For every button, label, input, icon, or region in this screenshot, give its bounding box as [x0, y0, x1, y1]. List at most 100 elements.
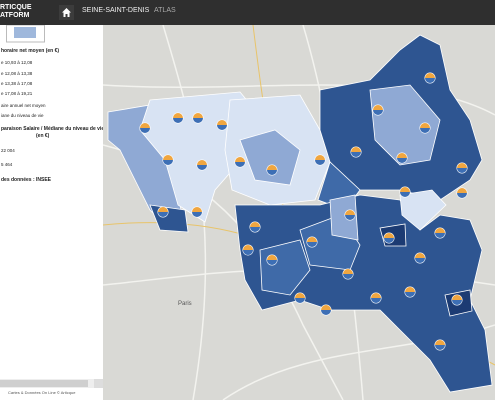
pie-slice — [425, 78, 435, 83]
legend-title: paraison Salaire / Médiane du niveau de … — [1, 126, 105, 132]
pie-slice — [397, 158, 407, 163]
pie-slice — [373, 110, 383, 115]
legend-class: e 13,38 à 17,08 — [1, 81, 33, 86]
pie-slice — [373, 105, 383, 110]
pie-slice — [267, 255, 277, 260]
pie-slice — [420, 128, 430, 133]
legend-class: e 17,08 à 19,21 — [1, 91, 33, 96]
legend-class: e 12,08 à 13,38 — [1, 71, 33, 76]
home-icon[interactable] — [59, 5, 74, 20]
pie-icon — [314, 154, 326, 166]
pie-slice — [457, 163, 467, 168]
footer: Cartes & Données On Line © Articque — [8, 390, 76, 395]
district — [399, 189, 447, 231]
nav-item[interactable]: SEINE-SAINT-DENIS — [82, 7, 150, 14]
legend-class: e 10,93 à 12,08 — [1, 60, 33, 65]
pie-slice — [235, 157, 245, 162]
pie-icon — [414, 252, 426, 264]
pie-slice — [405, 287, 415, 292]
pie-slice — [415, 258, 425, 263]
legend-text: iane du niveau de vie — [1, 113, 44, 118]
scrollbar[interactable] — [0, 379, 103, 388]
logo: ATFORM — [0, 12, 30, 19]
pie-slice — [267, 260, 277, 265]
pie-icon — [372, 104, 384, 116]
pie-icon — [191, 206, 203, 218]
pie-icon — [456, 187, 468, 199]
pie-slice — [457, 188, 467, 193]
pie-slice — [457, 168, 467, 173]
pie-icon — [172, 112, 184, 124]
pie-slice — [193, 118, 203, 123]
pie-slice — [307, 242, 317, 247]
pie-slice — [321, 310, 331, 315]
pie-slice — [315, 160, 325, 165]
pie-icon — [399, 186, 411, 198]
pie-slice — [140, 123, 150, 128]
pie-slice — [267, 170, 277, 175]
pie-slice — [420, 123, 430, 128]
pie-icon — [396, 152, 408, 164]
pie-slice — [400, 192, 410, 197]
pie-slice — [250, 227, 260, 232]
pie-icon — [192, 112, 204, 124]
legend-source: des données : INSEE — [1, 177, 52, 183]
legend-icon — [6, 25, 45, 43]
pie-icon — [456, 162, 468, 174]
pie-icon — [306, 236, 318, 248]
pie-slice — [425, 73, 435, 78]
pie-icon — [434, 227, 446, 239]
pie-slice — [452, 300, 462, 305]
pie-slice — [452, 295, 462, 300]
pie-slice — [315, 155, 325, 160]
pie-slice — [457, 193, 467, 198]
pie-icon — [370, 292, 382, 304]
pie-icon — [419, 122, 431, 134]
pie-icon — [234, 156, 246, 168]
pie-icon — [383, 232, 395, 244]
pie-icon — [404, 286, 416, 298]
pie-icon — [451, 294, 463, 306]
pie-icon — [249, 221, 261, 233]
legend-value: 22 004 — [1, 148, 15, 153]
pie-slice — [351, 152, 361, 157]
pie-slice — [351, 147, 361, 152]
pie-slice — [435, 340, 445, 345]
pie-slice — [371, 298, 381, 303]
pie-slice — [158, 212, 168, 217]
pie-slice — [163, 155, 173, 160]
pie-icon — [242, 244, 254, 256]
pie-icon — [320, 304, 332, 316]
logo: RTICQUE — [0, 4, 32, 11]
pie-slice — [192, 207, 202, 212]
legend-text: aire annuel net moyen — [1, 103, 46, 108]
district — [369, 84, 441, 166]
pie-slice — [163, 160, 173, 165]
district — [239, 129, 301, 186]
pie-slice — [295, 298, 305, 303]
pie-slice — [267, 165, 277, 170]
pie-icon — [424, 72, 436, 84]
pie-icon — [162, 154, 174, 166]
pie-slice — [192, 212, 202, 217]
pie-slice — [371, 293, 381, 298]
pie-slice — [435, 228, 445, 233]
pie-icon — [139, 122, 151, 134]
legend-title: horaire net moyen (en €) — [1, 48, 60, 54]
pie-slice — [243, 250, 253, 255]
pie-slice — [158, 207, 168, 212]
pie-icon — [342, 268, 354, 280]
pie-slice — [217, 125, 227, 130]
nav-item[interactable]: ATLAS — [154, 7, 176, 14]
pie-slice — [295, 293, 305, 298]
pie-slice — [243, 245, 253, 250]
pie-slice — [435, 233, 445, 238]
pie-slice — [343, 269, 353, 274]
map: Paris — [103, 25, 495, 400]
district — [329, 194, 359, 241]
pie-slice — [140, 128, 150, 133]
legend-panel: horaire net moyen (en €) e 10,93 à 12,08… — [0, 25, 105, 400]
pie-icon — [196, 159, 208, 171]
pie-slice — [415, 253, 425, 258]
pie-slice — [173, 118, 183, 123]
